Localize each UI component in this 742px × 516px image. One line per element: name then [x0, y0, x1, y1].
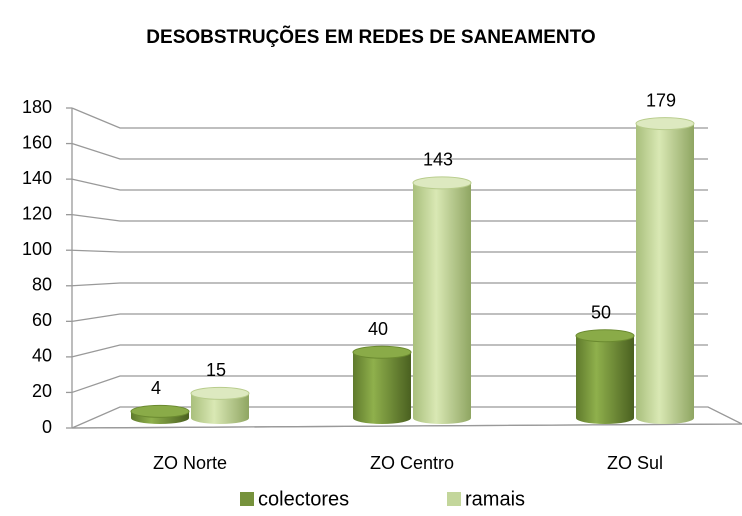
grid-line [71, 178, 708, 191]
grid-line [71, 375, 708, 394]
grid-line [71, 142, 708, 160]
legend-label: colectores [258, 488, 349, 510]
chart-title: DESOBSTRUÇÕES EM REDES DE SANEAMENTO [146, 26, 595, 48]
bar [636, 123, 694, 419]
y-tick-label: 120 [22, 203, 52, 223]
bar-top [412, 176, 472, 190]
y-tick-label: 20 [32, 381, 52, 401]
bar [353, 352, 411, 418]
y-tick-label: 140 [22, 168, 52, 188]
bar-top [190, 386, 250, 400]
value-label: 143 [423, 150, 453, 170]
y-tick-label: 100 [22, 239, 52, 259]
grid-line [71, 282, 708, 287]
y-tick-label: 80 [32, 275, 52, 295]
y-tick-label: 180 [22, 97, 52, 117]
floor-edge [71, 423, 742, 429]
x-tick-label: ZO Sul [607, 453, 663, 473]
value-label: 50 [591, 303, 611, 323]
legend-swatch [240, 492, 254, 506]
y-tick-label: 0 [42, 417, 52, 437]
value-label: 179 [646, 90, 676, 110]
bar-top [635, 117, 695, 131]
grid-line [71, 344, 708, 358]
value-label: 15 [206, 360, 226, 380]
value-label: 4 [151, 378, 161, 398]
bar-top [575, 329, 635, 343]
y-tick-label: 160 [22, 132, 52, 152]
bar-top [352, 345, 412, 359]
bar [413, 182, 471, 418]
bar [576, 335, 634, 418]
y-tick-label: 60 [32, 310, 52, 330]
legend-label: ramais [465, 488, 525, 510]
grid-line [71, 107, 708, 129]
value-label: 40 [368, 319, 388, 339]
grid-line [71, 249, 708, 253]
grid-line [71, 313, 708, 322]
bar-top [130, 404, 190, 418]
x-tick-label: ZO Norte [153, 453, 227, 473]
grid-line [71, 214, 708, 222]
legend-swatch [447, 492, 461, 506]
x-tick-label: ZO Centro [370, 453, 454, 473]
y-tick-label: 40 [32, 346, 52, 366]
